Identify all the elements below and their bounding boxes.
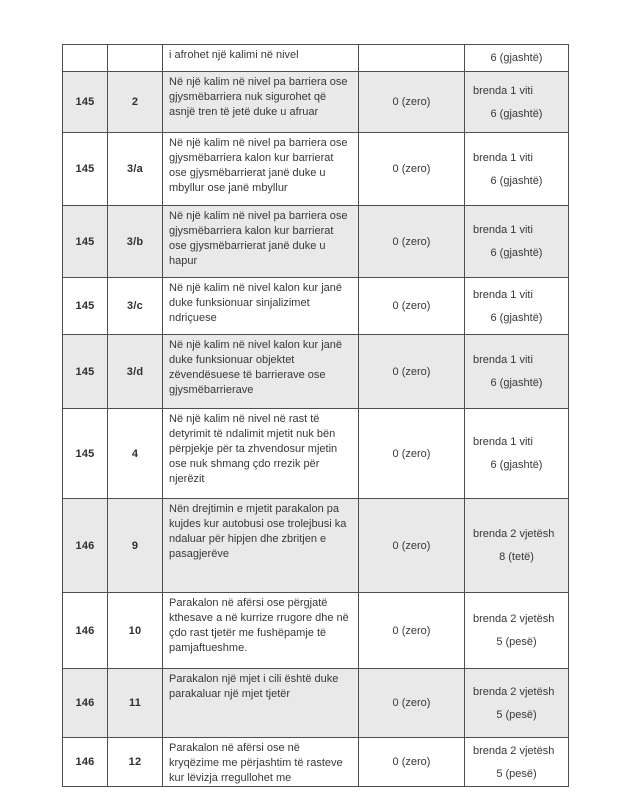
points-cell: 0 (zero) [359,133,465,206]
description-cell: Në një kalim në nivel kalon kur janë duk… [163,278,359,335]
article-cell: 145 [63,409,108,499]
point-cell: 12 [108,738,163,786]
points-cell: 0 (zero) [359,409,465,499]
points-cell: 0 (zero) [359,72,465,133]
term-points: 8 (tetë) [499,551,534,563]
description-cell: Në një kalim në nivel në rast të detyrim… [163,409,359,499]
description-cell: i afrohet një kalimi në nivel [163,45,359,72]
term-points: 5 (pesë) [496,767,537,780]
points-cell: 0 (zero) [359,206,465,278]
term-duration: brenda 1 viti [473,84,533,97]
term-points: 5 (pesë) [496,636,537,648]
point-cell: 3/d [108,335,163,409]
description-cell: Në një kalim në nivel pa barriera ose gj… [163,72,359,133]
description-cell: Në një kalim në nivel pa barriera ose gj… [163,133,359,206]
term-points: 6 (gjashtë) [490,377,543,389]
article-cell: 145 [63,335,108,409]
point-cell: 2 [108,72,163,133]
description-cell: Në një kalim në nivel kalon kur janë duk… [163,335,359,409]
points-cell: 0 (zero) [359,738,465,786]
description-cell: Parakalon në afërsi ose përgjatë kthesav… [163,593,359,669]
point-cell: 4 [108,409,163,499]
article-cell: 145 [63,206,108,278]
term-cell: brenda 1 viti 6 (gjashtë) [465,278,568,335]
point-cell: 11 [108,669,163,738]
article-cell [63,45,108,72]
term-cell: brenda 1 viti 6 (gjashtë) [465,409,568,499]
points-cell: 0 (zero) [359,278,465,335]
point-cell: 3/b [108,206,163,278]
term-points: 6 (gjashtë) [490,311,543,324]
term-duration: brenda 1 viti [473,224,533,236]
term-cell: brenda 2 vjetësh 8 (tetë) [465,499,568,593]
term-cell: brenda 2 vjetësh 5 (pesë) [465,593,568,669]
description-cell: Parakalon një mjet i cili është duke par… [163,669,359,738]
description-cell: Nën drejtimin e mjetit parakalon pa kujd… [163,499,359,593]
point-cell: 9 [108,499,163,593]
points-cell: 0 (zero) [359,335,465,409]
violations-table: i afrohet një kalimi në nivel 6 (gjashtë… [62,44,569,787]
point-cell: 3/a [108,133,163,206]
points-cell [359,45,465,72]
points-cell: 0 (zero) [359,593,465,669]
point-cell: 10 [108,593,163,669]
term-duration: brenda 2 vjetësh [473,744,555,757]
term-cell: brenda 1 viti 6 (gjashtë) [465,133,568,206]
term-cell: brenda 1 viti 6 (gjashtë) [465,335,568,409]
article-cell: 146 [63,738,108,786]
term-duration: brenda 1 viti [473,354,533,366]
article-cell: 146 [63,499,108,593]
term-points: 6 (gjashtë) [490,247,543,259]
description-cell: Në një kalim në nivel pa barriera ose gj… [163,206,359,278]
term-cell: brenda 1 viti 6 (gjashtë) [465,206,568,278]
term-duration: brenda 2 vjetësh [473,685,555,698]
term-duration: brenda 1 viti [473,288,533,301]
term-points: 6 (gjashtë) [490,459,543,471]
article-cell: 145 [63,133,108,206]
points-cell: 0 (zero) [359,669,465,738]
term-cell: brenda 2 vjetësh 5 (pesë) [465,738,568,786]
term-cell: 6 (gjashtë) [465,45,568,72]
article-cell: 146 [63,593,108,669]
term-points: 5 (pesë) [496,708,537,721]
term-points: 6 (gjashtë) [490,107,543,120]
description-cell: Parakalon në afërsi ose në kryqëzime me … [163,738,359,786]
point-cell: 3/c [108,278,163,335]
article-cell: 145 [63,278,108,335]
term-duration: brenda 1 viti [473,436,533,448]
term-cell: brenda 1 viti 6 (gjashtë) [465,72,568,133]
term-cell: brenda 2 vjetësh 5 (pesë) [465,669,568,738]
term-points: 6 (gjashtë) [490,174,543,187]
term-duration: brenda 2 vjetësh [473,528,555,540]
term-duration: brenda 1 viti [473,151,533,164]
article-cell: 146 [63,669,108,738]
points-cell: 0 (zero) [359,499,465,593]
term-points: 6 (gjashtë) [490,52,543,64]
point-cell [108,45,163,72]
term-duration: brenda 2 vjetësh [473,613,555,625]
article-cell: 145 [63,72,108,133]
